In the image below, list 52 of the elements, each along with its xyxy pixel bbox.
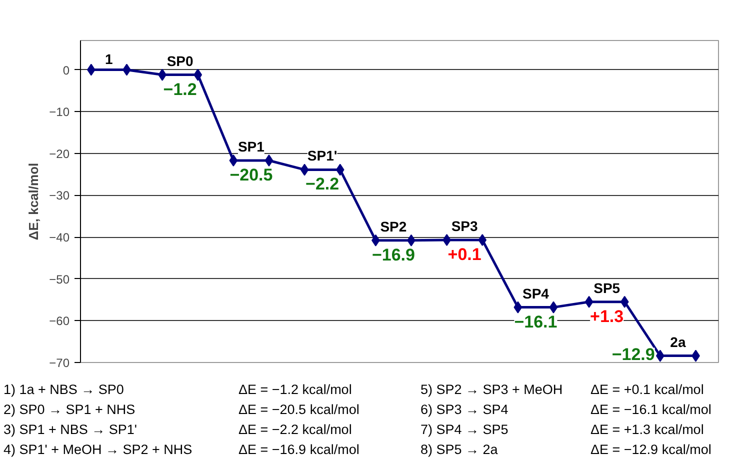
y-tick-label: −60 bbox=[49, 314, 70, 328]
text: ΔE = −1.2 kcal/mol bbox=[238, 382, 352, 397]
text: ΔE = +0.1 kcal/mol bbox=[590, 382, 704, 397]
annotation: SP4 bbox=[522, 285, 550, 302]
text: 6) SP3 → SP4 bbox=[420, 402, 509, 417]
annotation: +0.1 bbox=[448, 244, 482, 264]
text: 3) SP1 + NBS → SP1' bbox=[4, 422, 138, 437]
text: 7) SP4 → SP5 bbox=[420, 422, 508, 437]
annotation: −16.9 bbox=[372, 245, 415, 264]
point bbox=[194, 68, 202, 81]
y-axis-title: ΔE, kcal/mol bbox=[26, 162, 42, 240]
point bbox=[514, 301, 522, 314]
annotation: SP1' bbox=[307, 148, 338, 164]
y-tick-label: −10 bbox=[49, 105, 70, 120]
point bbox=[229, 154, 238, 167]
point bbox=[300, 164, 309, 176]
y-tick-label: 0 bbox=[62, 63, 70, 78]
annotation: −1.2 bbox=[163, 80, 197, 99]
text: ΔE = −20.5 kcal/mol bbox=[238, 402, 360, 417]
y-tick-label: −70 bbox=[49, 356, 70, 370]
annotation: SP1 bbox=[238, 138, 265, 155]
annotation: SP3 bbox=[451, 218, 478, 234]
point bbox=[478, 234, 487, 246]
point bbox=[584, 296, 594, 308]
text: ΔE = −16.1 kcal/mol bbox=[590, 402, 712, 417]
text: ΔE = −16.9 kcal/mol bbox=[238, 442, 360, 457]
annotation: −12.9 bbox=[612, 344, 655, 364]
annotation: −2.2 bbox=[306, 174, 340, 194]
annotation: 1 bbox=[105, 50, 114, 67]
annotation: +1.3 bbox=[590, 306, 624, 326]
text: 8) SP5 → 2a bbox=[420, 442, 498, 457]
text: ΔE = −2.2 kcal/mol bbox=[238, 422, 352, 437]
point bbox=[549, 301, 558, 314]
annotation: −16.1 bbox=[514, 312, 558, 332]
text: 5) SP2 → SP3 + MeOH bbox=[420, 382, 563, 397]
y-tick-label: −20 bbox=[49, 146, 70, 161]
text: 2) SP0 → SP1 + NHS bbox=[4, 402, 136, 417]
annotation: −20.5 bbox=[230, 166, 273, 185]
text: 1) 1a + NBS → SP0 bbox=[4, 382, 124, 397]
annotation: SP0 bbox=[166, 52, 194, 69]
annotation: SP5 bbox=[594, 280, 620, 296]
annotation: 2a bbox=[670, 334, 686, 350]
annotation: SP2 bbox=[380, 218, 407, 234]
text: 4) SP1' + MeOH → SP2 + NHS bbox=[4, 442, 192, 457]
text: ΔE = −12.9 kcal/mol bbox=[590, 442, 712, 457]
y-tick-label: −40 bbox=[49, 230, 70, 245]
point bbox=[264, 154, 274, 167]
text: ΔE = +1.3 kcal/mol bbox=[590, 422, 704, 437]
y-tick-label: −30 bbox=[49, 188, 70, 203]
point bbox=[336, 164, 344, 176]
point bbox=[620, 296, 629, 308]
y-tick-label: −50 bbox=[49, 272, 70, 286]
